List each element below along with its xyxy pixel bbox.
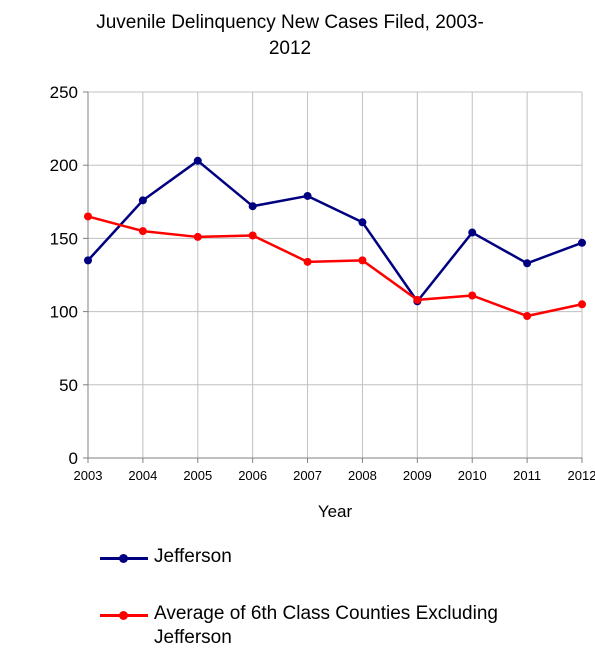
series-line-jefferson [87, 159, 583, 303]
data-point-average [358, 256, 367, 265]
legend-swatch-average [100, 605, 148, 625]
data-point-average [303, 257, 312, 266]
x-axis-label: Year [318, 502, 353, 521]
x-tick-label: 2005 [183, 468, 212, 483]
y-tick-label: 100 [50, 303, 78, 322]
data-point-jefferson [193, 156, 202, 165]
data-point-jefferson [468, 228, 477, 237]
data-point-jefferson [248, 202, 257, 211]
x-tick-label: 2007 [293, 468, 322, 483]
data-point-jefferson [523, 259, 532, 268]
x-tick-label: 2012 [568, 468, 595, 483]
data-point-average [193, 232, 202, 241]
y-tick-label: 200 [50, 156, 78, 175]
y-tick-label: 250 [50, 83, 78, 102]
chart-title-line-1: Juvenile Delinquency New Cases Filed, 20… [96, 12, 484, 33]
y-tick-label: 150 [50, 229, 78, 248]
data-point-average [578, 300, 586, 309]
x-tick-label: 2008 [348, 468, 377, 483]
x-tick-label: 2004 [128, 468, 157, 483]
data-point-average [138, 227, 147, 236]
data-point-average [413, 295, 422, 304]
data-point-jefferson [138, 196, 147, 205]
y-tick-label: 50 [59, 376, 78, 395]
series-line-average [87, 215, 583, 318]
data-point-average [523, 311, 532, 320]
legend-item-jefferson: Jefferson [100, 545, 232, 569]
data-point-jefferson [358, 218, 367, 227]
x-tick-label: 2010 [458, 468, 487, 483]
data-point-average [468, 291, 477, 300]
x-tick-label: 2009 [403, 468, 432, 483]
y-axis-label: Number of New Cases Filed [6, 193, 25, 406]
data-point-average [84, 212, 92, 221]
x-tick-label: 2011 [513, 468, 541, 483]
legend-label-jefferson: Jefferson [154, 546, 232, 567]
legend-swatch-jefferson [100, 548, 148, 568]
data-point-jefferson [84, 256, 92, 265]
y-tick-label: 0 [69, 449, 78, 468]
data-point-jefferson [578, 238, 586, 247]
x-tick-label: 2003 [74, 468, 103, 483]
chart-title-line-2: 2012 [268, 38, 312, 59]
x-tick-label: 2006 [238, 468, 267, 483]
legend-item-average: Average of 6th Class Counties Excluding … [100, 602, 498, 650]
legend-label-average: Average of 6th Class Counties Excluding … [154, 603, 498, 648]
data-point-average [248, 231, 257, 240]
data-point-jefferson [303, 191, 312, 200]
